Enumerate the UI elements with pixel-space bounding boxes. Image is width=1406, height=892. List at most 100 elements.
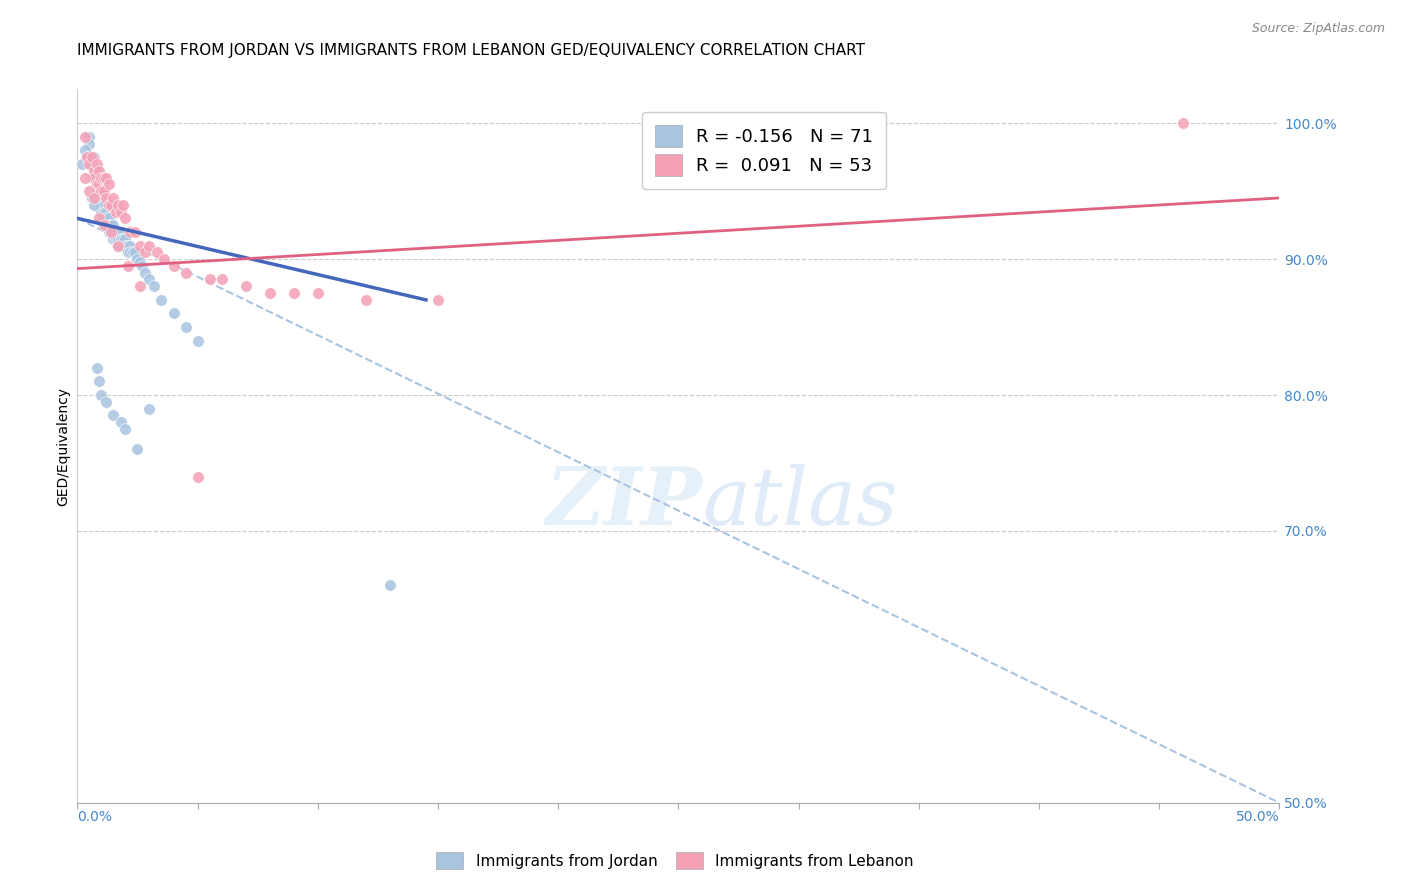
Point <box>145 245 167 260</box>
Text: Source: ZipAtlas.com: Source: ZipAtlas.com <box>1251 22 1385 36</box>
Point <box>70 157 93 171</box>
Point <box>83 150 105 164</box>
Point <box>87 184 110 198</box>
Point <box>138 401 160 416</box>
Point <box>174 320 197 334</box>
Point <box>211 272 233 286</box>
Point <box>79 184 101 198</box>
Point <box>96 211 118 226</box>
Point <box>104 225 127 239</box>
Text: IMMIGRANTS FROM JORDAN VS IMMIGRANTS FROM LEBANON GED/EQUIVALENCY CORRELATION CH: IMMIGRANTS FROM JORDAN VS IMMIGRANTS FRO… <box>77 43 865 58</box>
Point <box>110 225 132 239</box>
Point <box>73 170 96 185</box>
Point <box>93 218 115 232</box>
Point <box>143 279 166 293</box>
Point <box>86 360 108 375</box>
Point <box>174 266 197 280</box>
Point <box>110 204 132 219</box>
Point <box>86 157 108 171</box>
Point <box>83 191 105 205</box>
Legend: Immigrants from Jordan, Immigrants from Lebanon: Immigrants from Jordan, Immigrants from … <box>430 846 920 875</box>
Point <box>96 170 118 185</box>
Point <box>124 225 146 239</box>
Point <box>162 306 184 320</box>
Point <box>1173 116 1195 130</box>
Point <box>134 245 156 260</box>
Point <box>90 170 112 185</box>
Point <box>76 150 98 164</box>
Legend: R = -0.156   N = 71, R =  0.091   N = 53: R = -0.156 N = 71, R = 0.091 N = 53 <box>643 112 886 189</box>
Point <box>187 469 209 483</box>
Point <box>150 293 173 307</box>
Point <box>93 198 115 212</box>
Point <box>103 232 125 246</box>
Point <box>83 170 105 185</box>
Point <box>131 259 153 273</box>
Point <box>427 293 450 307</box>
Point <box>87 375 110 389</box>
Point <box>127 442 149 457</box>
Point <box>259 286 281 301</box>
Point <box>235 279 257 293</box>
Text: atlas: atlas <box>703 465 898 541</box>
Point <box>111 232 134 246</box>
Point <box>104 232 127 246</box>
Point <box>97 218 120 232</box>
Point <box>96 204 118 219</box>
Point <box>187 334 209 348</box>
Point <box>111 198 134 212</box>
Point <box>97 198 120 212</box>
Point <box>96 218 118 232</box>
Point <box>80 170 103 185</box>
Point <box>124 245 146 260</box>
Point <box>83 163 105 178</box>
Y-axis label: GED/Equivalency: GED/Equivalency <box>56 386 70 506</box>
Point <box>114 211 136 226</box>
Point <box>110 238 132 252</box>
Point <box>128 255 150 269</box>
Point <box>87 211 110 226</box>
Point <box>86 178 108 192</box>
Point <box>103 218 125 232</box>
Point <box>134 266 156 280</box>
Point <box>127 252 149 266</box>
Text: 0.0%: 0.0% <box>77 810 112 823</box>
Point <box>138 238 160 252</box>
Point <box>114 422 136 436</box>
Point <box>120 238 142 252</box>
Point <box>117 238 139 252</box>
Point <box>107 238 129 252</box>
Point <box>80 157 103 171</box>
Point <box>354 293 377 307</box>
Point <box>103 191 125 205</box>
Point <box>103 225 125 239</box>
Point <box>97 225 120 239</box>
Point <box>93 184 115 198</box>
Point <box>104 204 127 219</box>
Point <box>80 150 103 164</box>
Point <box>107 225 129 239</box>
Point <box>80 150 103 164</box>
Point <box>198 272 221 286</box>
Point <box>93 170 115 185</box>
Point <box>283 286 305 301</box>
Point <box>86 178 108 192</box>
Point <box>90 204 112 219</box>
Point <box>79 136 101 151</box>
Text: ZIP: ZIP <box>546 465 703 541</box>
Point <box>162 259 184 273</box>
Point <box>90 191 112 205</box>
Point <box>90 184 112 198</box>
Text: 50.0%: 50.0% <box>1236 810 1279 823</box>
Point <box>121 245 143 260</box>
Point <box>128 279 150 293</box>
Point <box>107 232 129 246</box>
Point <box>307 286 329 301</box>
Point <box>83 198 105 212</box>
Point <box>90 388 112 402</box>
Point <box>128 238 150 252</box>
Point <box>107 198 129 212</box>
Point <box>114 232 136 246</box>
Point <box>97 178 120 192</box>
Point <box>96 191 118 205</box>
